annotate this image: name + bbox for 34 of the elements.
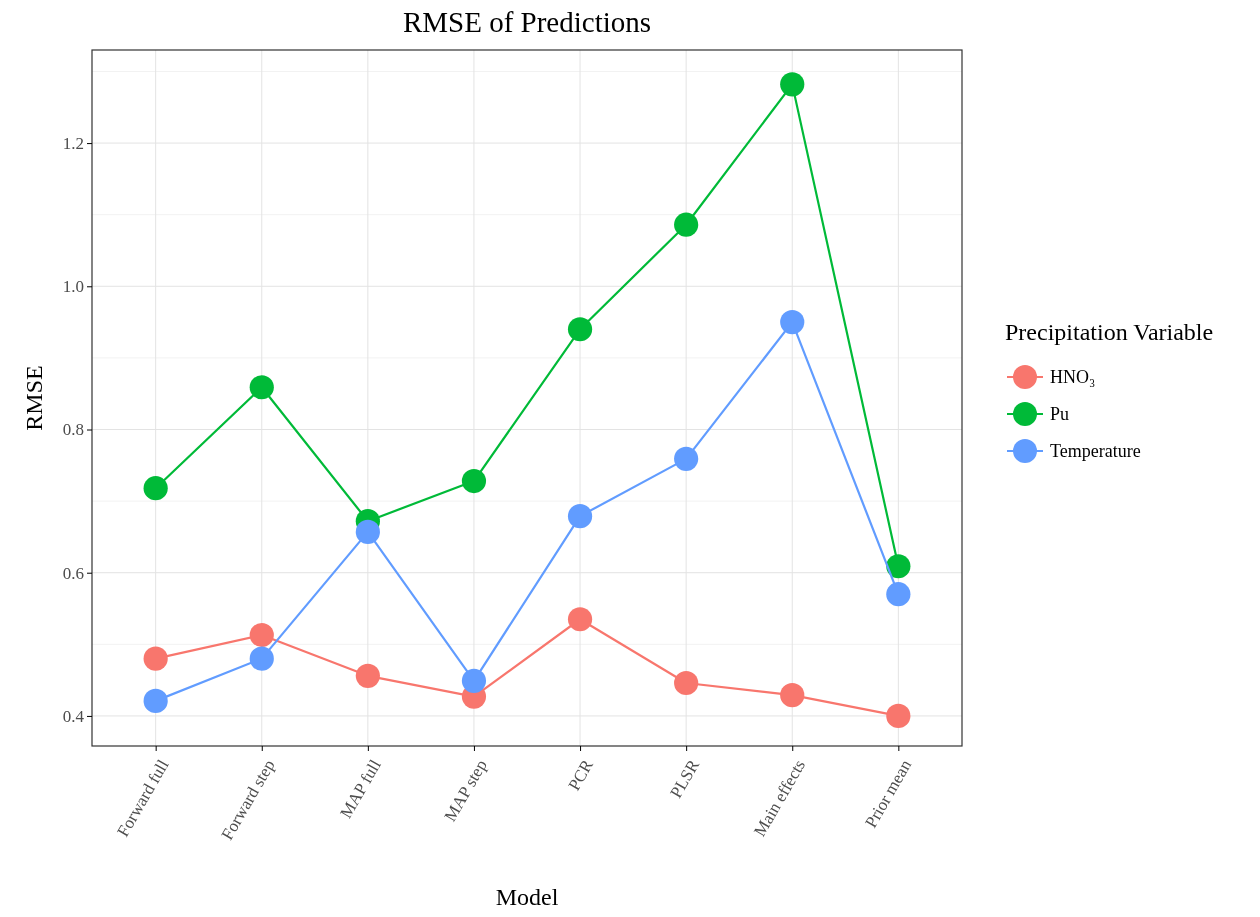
point xyxy=(674,670,699,696)
legend-label: Temperature xyxy=(1050,441,1141,461)
point xyxy=(674,446,699,471)
y-tick-label: 1.2 xyxy=(62,134,84,154)
point xyxy=(780,683,805,708)
point xyxy=(780,310,805,335)
y-tick-label: 1.0 xyxy=(62,277,84,297)
point xyxy=(143,646,168,671)
chart-title: RMSE of Predictions xyxy=(402,6,652,38)
x-axis-title: Model xyxy=(495,884,559,910)
point xyxy=(249,622,274,648)
point xyxy=(143,476,168,501)
legend-title: Precipitation Variable xyxy=(1005,319,1214,345)
point xyxy=(567,317,593,342)
point xyxy=(780,72,805,97)
point xyxy=(674,212,699,237)
point xyxy=(249,646,274,671)
point xyxy=(886,703,911,728)
point xyxy=(461,468,487,494)
point xyxy=(249,375,274,400)
y-tick-label: 0.8 xyxy=(62,420,84,440)
point xyxy=(355,663,380,688)
y-tick-label: 0.6 xyxy=(62,563,84,583)
point xyxy=(886,582,911,607)
point xyxy=(461,668,487,693)
legend-label: Pu xyxy=(1050,404,1070,424)
y-axis-title: RMSE xyxy=(21,365,47,431)
y-tick-label: 0.4 xyxy=(62,706,85,726)
point xyxy=(143,688,168,713)
legend-label: HNO₃ xyxy=(1050,367,1096,387)
point xyxy=(355,519,380,544)
point xyxy=(567,607,593,632)
point xyxy=(886,554,911,579)
point xyxy=(567,504,593,529)
